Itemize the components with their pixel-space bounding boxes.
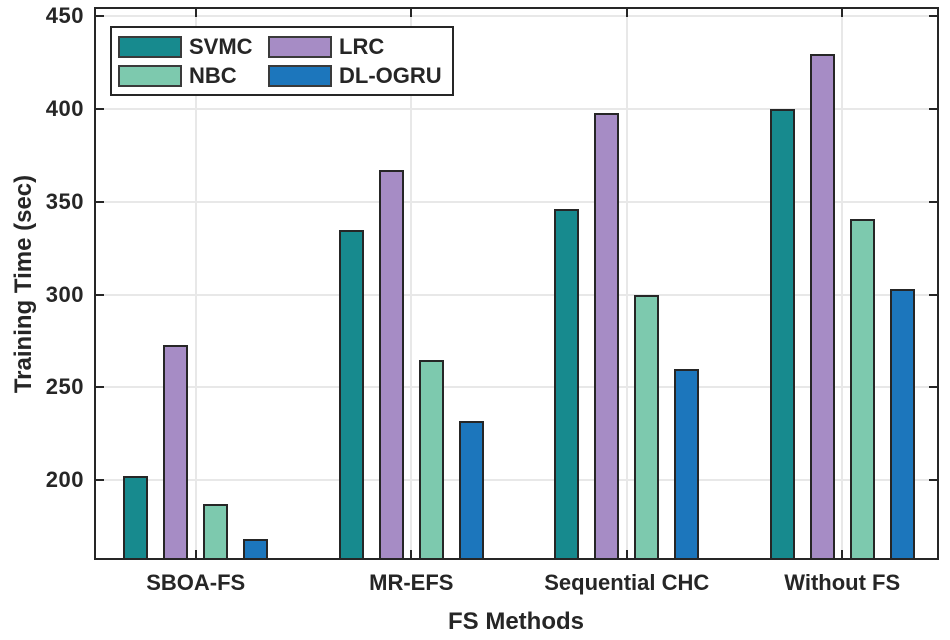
y-tick-right [929, 386, 937, 389]
y-tick-right [929, 479, 937, 482]
x-tick-label: Without FS [784, 570, 901, 595]
y-tick-label: 300 [45, 281, 84, 307]
v-gridline [841, 9, 844, 558]
h-gridline [96, 108, 937, 111]
bar-svmc [338, 229, 364, 558]
y-tick-label: 350 [45, 188, 84, 214]
x-axis-label: FS Methods [448, 608, 584, 635]
legend-label: DL-OGRU [339, 62, 442, 88]
x-tick-top [410, 9, 413, 17]
y-tick-left [96, 386, 104, 389]
legend-swatch-svmc [118, 35, 182, 58]
x-tick-bottom [841, 550, 844, 558]
y-tick-label: 400 [45, 96, 84, 122]
bar-dl-ogru [458, 420, 484, 558]
bar-dl-ogru [889, 289, 915, 558]
x-tick-label: Sequential CHC [544, 570, 710, 595]
legend-swatch-dl-ogru [268, 64, 332, 87]
y-tick-right [929, 200, 937, 203]
y-tick-right [929, 108, 937, 111]
h-gridline [96, 200, 937, 203]
y-tick-left [96, 200, 104, 203]
x-tick-top [194, 9, 197, 17]
x-tick-top [625, 9, 628, 17]
x-tick-bottom [194, 550, 197, 558]
y-tick-right [929, 15, 937, 18]
bar-svmc [554, 209, 580, 558]
bar-dl-ogru [243, 539, 269, 558]
y-tick-right [929, 293, 937, 296]
x-tick-label: MR-EFS [369, 570, 454, 595]
legend-label: LRC [339, 33, 385, 59]
bar-svmc [769, 109, 795, 558]
legend-entry: SVMC [118, 33, 268, 59]
bar-lrc [594, 112, 620, 558]
bar-nbc [849, 218, 875, 558]
v-gridline [410, 9, 413, 558]
x-tick-bottom [625, 550, 628, 558]
bar-lrc [809, 53, 835, 558]
y-tick-left [96, 108, 104, 111]
y-tick-label: 250 [45, 374, 84, 400]
legend: SVMC LRC NBC DL-OGRU [110, 26, 454, 96]
y-tick-label: 200 [45, 467, 84, 493]
h-gridline [96, 479, 937, 482]
legend-label: SVMC [189, 33, 253, 59]
legend-swatch-lrc [268, 35, 332, 58]
legend-entry: LRC [268, 33, 446, 59]
x-tick-top [841, 9, 844, 17]
x-tick-label: SBOA-FS [146, 570, 246, 595]
y-tick-left [96, 479, 104, 482]
bar-lrc [378, 170, 404, 558]
v-gridline [194, 9, 197, 558]
h-gridline [96, 386, 937, 389]
legend-entry: DL-OGRU [268, 62, 446, 88]
bar-nbc [634, 294, 660, 558]
x-tick-bottom [410, 550, 413, 558]
legend-swatch-nbc [118, 64, 182, 87]
bar-svmc [123, 476, 149, 558]
plot-area [94, 7, 939, 560]
legend-label: NBC [189, 62, 237, 88]
y-tick-left [96, 293, 104, 296]
bar-nbc [203, 504, 229, 558]
h-gridline [96, 15, 937, 18]
bar-dl-ogru [674, 368, 700, 558]
y-tick-left [96, 15, 104, 18]
bar-lrc [163, 344, 189, 558]
v-gridline [625, 9, 628, 558]
y-tick-label: 450 [45, 3, 84, 29]
h-gridline [96, 293, 937, 296]
bar-nbc [418, 359, 444, 558]
legend-entry: NBC [118, 62, 268, 88]
